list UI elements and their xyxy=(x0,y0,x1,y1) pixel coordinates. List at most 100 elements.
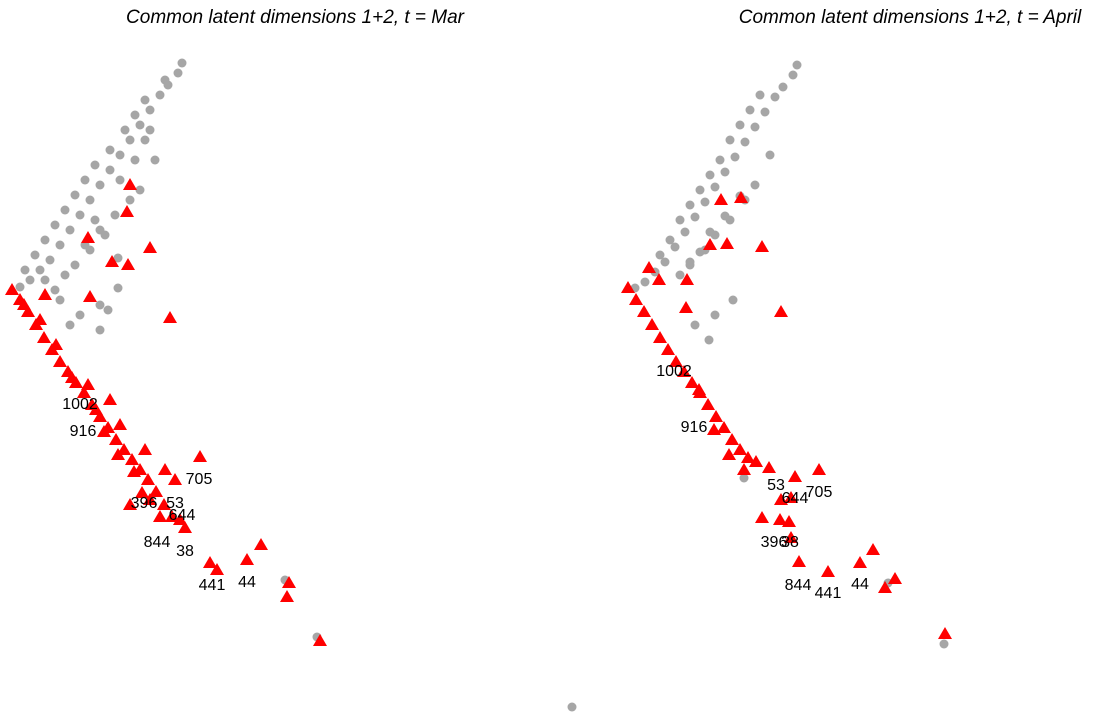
point xyxy=(135,185,145,195)
point xyxy=(60,270,70,280)
triangle-point xyxy=(178,521,192,533)
triangle-point xyxy=(762,461,776,473)
point xyxy=(778,82,788,92)
point xyxy=(770,92,780,102)
point-label: 1002 xyxy=(62,396,98,413)
point xyxy=(715,155,725,165)
point xyxy=(85,195,95,205)
triangle-point xyxy=(93,410,107,422)
point xyxy=(75,210,85,220)
triangle-point xyxy=(83,290,97,302)
point xyxy=(95,325,105,335)
triangle-point xyxy=(717,421,731,433)
point xyxy=(705,170,715,180)
triangle-point xyxy=(733,443,747,455)
point xyxy=(685,200,695,210)
triangle-point xyxy=(737,463,751,475)
point xyxy=(704,335,714,345)
triangle-point xyxy=(127,465,141,477)
triangle-point xyxy=(5,283,19,295)
point-label: 916 xyxy=(681,419,708,436)
triangle-point xyxy=(138,443,152,455)
triangle-point xyxy=(677,365,691,377)
triangle-point xyxy=(755,240,769,252)
triangle-point xyxy=(282,576,296,588)
point xyxy=(939,639,949,649)
triangle-point xyxy=(65,371,79,383)
triangle-point xyxy=(120,205,134,217)
triangle-point xyxy=(33,313,47,325)
point xyxy=(750,180,760,190)
triangle-point xyxy=(109,433,123,445)
point xyxy=(25,275,35,285)
triangle-point xyxy=(21,305,35,317)
triangle-point xyxy=(621,281,635,293)
point xyxy=(95,180,105,190)
point xyxy=(700,197,710,207)
triangle-point xyxy=(749,455,763,467)
point-label: 396 xyxy=(131,495,158,512)
triangle-point xyxy=(701,398,715,410)
point xyxy=(660,257,670,267)
chart-title: Common latent dimensions 1+2, t = Mar xyxy=(126,7,465,28)
triangle-point xyxy=(117,443,131,455)
triangle-point xyxy=(637,305,651,317)
point xyxy=(135,120,145,130)
point xyxy=(710,182,720,192)
triangle-point xyxy=(313,634,327,646)
triangle-point xyxy=(773,513,787,525)
point xyxy=(125,135,135,145)
triangle-point xyxy=(784,491,798,503)
triangle-point xyxy=(203,556,217,568)
triangle-point xyxy=(105,255,119,267)
point xyxy=(90,215,100,225)
point xyxy=(30,250,40,260)
point xyxy=(725,135,735,145)
point-label: 644 xyxy=(782,490,809,507)
triangle-point xyxy=(812,463,826,475)
triangle-point xyxy=(642,261,656,273)
triangle-point xyxy=(123,178,137,190)
triangle-point xyxy=(853,556,867,568)
point xyxy=(140,135,150,145)
point-label: 38 xyxy=(176,543,194,560)
point-label: 441 xyxy=(815,585,842,602)
triangle-point xyxy=(103,393,117,405)
triangle-point xyxy=(661,343,675,355)
point xyxy=(730,152,740,162)
triangle-point xyxy=(97,425,111,437)
point xyxy=(735,120,745,130)
point xyxy=(765,150,775,160)
point xyxy=(105,165,115,175)
point xyxy=(130,110,140,120)
point xyxy=(15,282,25,292)
triangle-point xyxy=(714,193,728,205)
point xyxy=(115,150,125,160)
triangle-point xyxy=(193,450,207,462)
point-label: 705 xyxy=(806,484,833,501)
point xyxy=(675,270,685,280)
triangle-point xyxy=(77,386,91,398)
triangle-point xyxy=(111,448,125,460)
point xyxy=(173,68,183,78)
point xyxy=(55,240,65,250)
triangle-point xyxy=(692,383,706,395)
triangle-point xyxy=(49,338,63,350)
triangle-point xyxy=(123,498,137,510)
point xyxy=(177,58,187,68)
point xyxy=(675,215,685,225)
point xyxy=(105,145,115,155)
point xyxy=(103,305,113,315)
point-label: 396 xyxy=(761,534,788,551)
triangle-point xyxy=(163,311,177,323)
triangle-point xyxy=(792,555,806,567)
point xyxy=(40,275,50,285)
triangle-point xyxy=(866,543,880,555)
point xyxy=(710,310,720,320)
point xyxy=(70,260,80,270)
point xyxy=(680,227,690,237)
point xyxy=(685,257,695,267)
point xyxy=(655,250,665,260)
point xyxy=(35,265,45,275)
